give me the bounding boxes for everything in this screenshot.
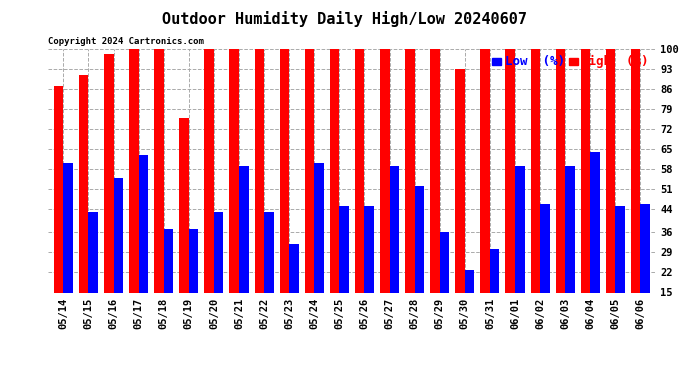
Bar [405, 49, 415, 292]
Bar [289, 244, 299, 292]
Bar [264, 212, 274, 292]
Text: Outdoor Humidity Daily High/Low 20240607: Outdoor Humidity Daily High/Low 20240607 [163, 11, 527, 27]
Legend: Low  (%), High  (%): Low (%), High (%) [491, 54, 650, 70]
Bar [79, 75, 88, 292]
Bar [129, 49, 139, 292]
Bar [581, 49, 590, 292]
Bar [490, 249, 500, 292]
Bar [214, 212, 224, 292]
Bar [364, 207, 374, 292]
Bar [189, 230, 198, 292]
Bar [104, 54, 114, 292]
Bar [455, 69, 465, 292]
Bar [590, 152, 600, 292]
Bar [230, 49, 239, 292]
Bar [640, 204, 650, 292]
Bar [239, 166, 248, 292]
Bar [506, 49, 515, 292]
Bar [440, 232, 449, 292]
Bar [204, 49, 214, 292]
Bar [540, 204, 550, 292]
Bar [531, 49, 540, 292]
Bar [606, 49, 615, 292]
Bar [390, 166, 399, 292]
Bar [430, 49, 440, 292]
Bar [139, 155, 148, 292]
Bar [515, 166, 524, 292]
Bar [179, 118, 189, 292]
Bar [480, 49, 490, 292]
Bar [615, 207, 625, 292]
Text: Copyright 2024 Cartronics.com: Copyright 2024 Cartronics.com [48, 38, 204, 46]
Bar [565, 166, 575, 292]
Bar [154, 49, 164, 292]
Bar [355, 49, 364, 292]
Bar [114, 178, 123, 292]
Bar [54, 86, 63, 292]
Bar [339, 207, 349, 292]
Bar [305, 49, 314, 292]
Bar [164, 230, 173, 292]
Bar [255, 49, 264, 292]
Bar [330, 49, 339, 292]
Bar [415, 186, 424, 292]
Bar [380, 49, 390, 292]
Bar [88, 212, 98, 292]
Bar [631, 49, 640, 292]
Bar [63, 164, 73, 292]
Bar [465, 270, 474, 292]
Bar [279, 49, 289, 292]
Bar [555, 49, 565, 292]
Bar [314, 164, 324, 292]
